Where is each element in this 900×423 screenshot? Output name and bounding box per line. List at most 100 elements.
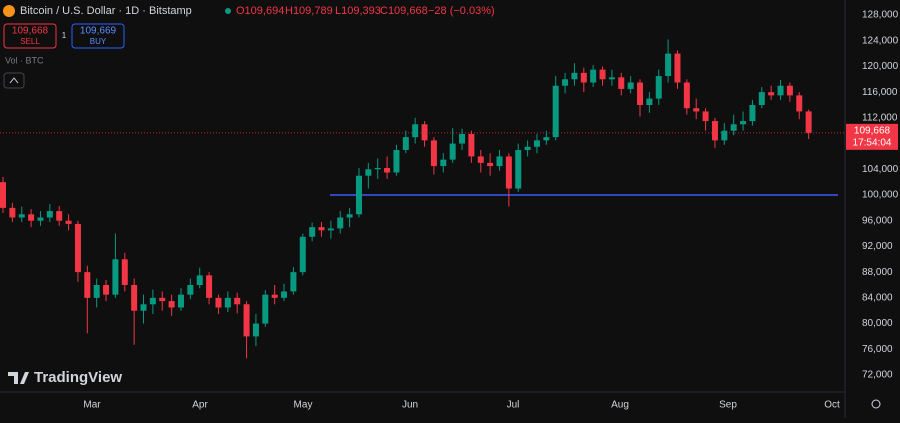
x-tick-label: Jul (507, 400, 520, 411)
candle-body (711, 121, 718, 141)
y-tick-label: 96,000 (862, 215, 893, 226)
countdown: 17:54:04 (853, 137, 892, 148)
buy-price[interactable]: 109,669 (80, 26, 117, 37)
candle-body (449, 143, 456, 160)
candle-body (543, 137, 550, 141)
y-tick-label: 112,000 (862, 112, 898, 123)
candle-body (187, 285, 194, 295)
y-tick-label: 116,000 (862, 87, 898, 98)
logo-text: TradingView (34, 369, 122, 386)
candle-body (590, 69, 597, 83)
ohlc-value: H109,789 (285, 5, 333, 17)
candle-body (112, 259, 119, 295)
candle-body (159, 297, 166, 302)
collapse-button[interactable] (3, 72, 25, 89)
candle-body (355, 175, 362, 215)
candle-body (337, 217, 344, 229)
candle-body (674, 53, 681, 83)
candle-body (318, 227, 325, 231)
candle-body (430, 140, 437, 167)
ohlc-value: −28 (−0.03%) (428, 5, 495, 17)
candle-body (346, 214, 353, 218)
candle-body (693, 108, 700, 112)
candle-body (374, 168, 381, 170)
candle-body (299, 236, 306, 273)
candle-body (487, 162, 494, 167)
buy-button[interactable] (71, 23, 125, 49)
candle-body (552, 85, 559, 138)
candle-body (468, 133, 475, 157)
candle-body (608, 77, 615, 80)
candle-body (665, 53, 672, 77)
candle-body (252, 323, 259, 337)
candle-body (0, 182, 6, 208)
y-tick-label: 104,000 (862, 164, 899, 175)
candle-body (721, 130, 728, 141)
spread: 1 (62, 31, 67, 40)
candle-body (93, 285, 100, 298)
candle-body (56, 211, 63, 221)
x-tick-label: Oct (824, 400, 840, 411)
candle-body (281, 291, 288, 298)
y-tick-label: 72,000 (862, 370, 893, 381)
candle-body (103, 285, 110, 295)
candle-body (796, 95, 803, 112)
last-price-label: 109,668 (854, 125, 891, 136)
candle-body (402, 137, 409, 150)
candle-body (271, 294, 278, 298)
candle-body (749, 105, 756, 122)
y-tick-label: 92,000 (862, 241, 893, 252)
candle-body (627, 82, 634, 89)
x-tick-label: Aug (611, 400, 629, 411)
candle-body (149, 297, 156, 305)
candle-body (730, 124, 737, 131)
candle-body (140, 304, 147, 311)
sell-button[interactable] (3, 23, 57, 49)
candle-body (234, 297, 241, 305)
candle-body (28, 214, 35, 221)
x-tick-label: May (294, 400, 313, 411)
ohlc-value: O109,694 (236, 5, 284, 17)
volume-label: Vol · BTC (5, 55, 44, 65)
y-tick-label: 76,000 (862, 344, 893, 355)
x-tick-label: Apr (192, 400, 208, 411)
coin-icon (3, 5, 15, 17)
candle-body (18, 214, 25, 218)
candle-body (702, 111, 709, 122)
candle-body (618, 77, 625, 89)
candle-body (515, 150, 522, 189)
candle-body (177, 294, 184, 308)
candle-body (740, 121, 747, 125)
candle-body (505, 156, 512, 189)
collapse-icon (9, 77, 19, 84)
candle-body (421, 124, 428, 141)
candle-body (440, 159, 447, 167)
candle-body (524, 146, 531, 150)
candle-body (496, 156, 503, 167)
symbol: Bitcoin / U.S. Dollar · 1D · Bitstamp (20, 5, 192, 17)
candle-body (459, 133, 466, 144)
candle-body (599, 69, 606, 80)
candle-body (571, 72, 578, 80)
candle-body (393, 150, 400, 173)
y-tick-label: 88,000 (862, 267, 893, 278)
candle-body (65, 220, 72, 224)
sell-label[interactable]: SELL (20, 37, 40, 46)
buy-label[interactable]: BUY (90, 37, 107, 46)
candle-body (206, 275, 213, 298)
candle-body (121, 259, 128, 285)
x-tick-label: Sep (719, 400, 737, 411)
y-tick-label: 80,000 (862, 318, 893, 329)
candle-body (758, 92, 765, 105)
candle-body (168, 301, 175, 308)
candle-body (412, 124, 419, 138)
sell-price[interactable]: 109,668 (12, 26, 49, 37)
candle-body (786, 85, 793, 96)
candle-body (768, 92, 775, 96)
settings-button[interactable] (871, 399, 881, 409)
candle-body (777, 85, 784, 96)
candle-body (9, 207, 16, 218)
y-tick-label: 124,000 (862, 35, 899, 46)
candle-body (262, 294, 269, 324)
